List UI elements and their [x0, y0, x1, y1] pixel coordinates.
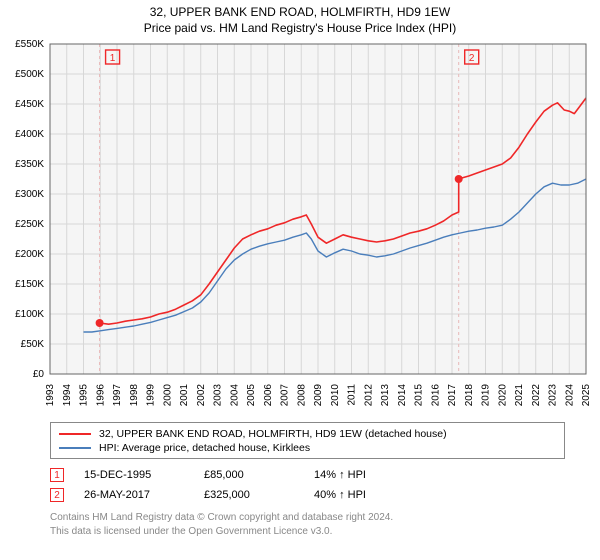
svg-text:2013: 2013 — [380, 384, 391, 407]
svg-text:2005: 2005 — [246, 384, 257, 407]
sale-marker-icon: 2 — [50, 488, 64, 502]
legend: 32, UPPER BANK END ROAD, HOLMFIRTH, HD9 … — [50, 422, 565, 459]
svg-text:2015: 2015 — [414, 384, 425, 407]
svg-text:£0: £0 — [33, 369, 45, 380]
svg-text:2016: 2016 — [430, 384, 441, 407]
svg-text:2011: 2011 — [347, 384, 358, 406]
svg-text:£450K: £450K — [15, 99, 44, 110]
svg-text:1: 1 — [110, 53, 116, 64]
chart-title-line2: Price paid vs. HM Land Registry's House … — [0, 20, 600, 36]
legend-item: HPI: Average price, detached house, Kirk… — [59, 441, 556, 455]
svg-text:2: 2 — [469, 53, 475, 64]
svg-text:2021: 2021 — [514, 384, 525, 407]
svg-text:2007: 2007 — [280, 384, 291, 407]
svg-text:2006: 2006 — [263, 384, 274, 407]
svg-text:£300K: £300K — [15, 189, 44, 200]
svg-text:£200K: £200K — [15, 249, 44, 260]
svg-text:1996: 1996 — [95, 384, 106, 407]
svg-text:2024: 2024 — [564, 384, 575, 407]
sales-table: 1 15-DEC-1995 £85,000 14% ↑ HPI 2 26-MAY-2017… — [50, 465, 565, 505]
svg-text:2014: 2014 — [397, 384, 408, 407]
svg-text:2008: 2008 — [296, 384, 307, 407]
svg-text:2019: 2019 — [481, 384, 492, 407]
svg-text:£250K: £250K — [15, 219, 44, 230]
sale-price: £85,000 — [204, 469, 294, 481]
svg-text:2010: 2010 — [330, 384, 341, 407]
svg-text:2020: 2020 — [497, 384, 508, 407]
svg-text:1993: 1993 — [45, 384, 56, 407]
svg-text:2002: 2002 — [196, 384, 207, 407]
svg-text:1997: 1997 — [112, 384, 123, 407]
footer-line2: This data is licensed under the Open Gov… — [50, 525, 565, 539]
chart-plot: £0 £50K £100K £150K £200K £250K £300K £350K £400… — [0, 38, 600, 416]
svg-text:2001: 2001 — [179, 384, 190, 407]
sale-date: 26-MAY-2017 — [84, 489, 184, 501]
svg-text:1999: 1999 — [146, 384, 157, 407]
svg-text:2023: 2023 — [548, 384, 559, 407]
sale-row: 1 15-DEC-1995 £85,000 14% ↑ HPI — [50, 465, 565, 485]
sale-marker-icon: 1 — [50, 468, 64, 482]
legend-swatch — [59, 447, 91, 449]
sale-date: 15-DEC-1995 — [84, 469, 184, 481]
svg-text:£100K: £100K — [15, 309, 44, 320]
legend-label: 32, UPPER BANK END ROAD, HOLMFIRTH, HD9 … — [99, 428, 447, 440]
svg-text:2000: 2000 — [162, 384, 173, 407]
svg-text:1995: 1995 — [79, 384, 90, 407]
svg-text:1998: 1998 — [129, 384, 140, 407]
svg-text:£400K: £400K — [15, 129, 44, 140]
legend-label: HPI: Average price, detached house, Kirk… — [99, 442, 310, 454]
sale-row: 2 26-MAY-2017 £325,000 40% ↑ HPI — [50, 485, 565, 505]
chart-title-line1: 32, UPPER BANK END ROAD, HOLMFIRTH, HD9 … — [0, 4, 600, 20]
svg-text:2012: 2012 — [363, 384, 374, 407]
svg-text:2025: 2025 — [581, 384, 592, 407]
svg-text:1994: 1994 — [62, 384, 73, 407]
legend-item: 32, UPPER BANK END ROAD, HOLMFIRTH, HD9 … — [59, 427, 556, 441]
svg-text:£50K: £50K — [21, 339, 45, 350]
footer-attribution: Contains HM Land Registry data © Crown c… — [50, 511, 565, 538]
svg-text:£550K: £550K — [15, 39, 44, 50]
sale-price: £325,000 — [204, 489, 294, 501]
svg-text:2018: 2018 — [464, 384, 475, 407]
legend-swatch — [59, 433, 91, 435]
sale-hpi-delta: 14% ↑ HPI — [314, 469, 424, 481]
sale-hpi-delta: 40% ↑ HPI — [314, 489, 424, 501]
svg-text:£350K: £350K — [15, 159, 44, 170]
svg-text:£150K: £150K — [15, 279, 44, 290]
svg-text:2009: 2009 — [313, 384, 324, 407]
svg-text:2003: 2003 — [213, 384, 224, 407]
footer-line1: Contains HM Land Registry data © Crown c… — [50, 511, 565, 525]
svg-text:£500K: £500K — [15, 69, 44, 80]
svg-text:2004: 2004 — [229, 384, 240, 407]
chart-title: 32, UPPER BANK END ROAD, HOLMFIRTH, HD9 … — [0, 0, 600, 38]
svg-text:2017: 2017 — [447, 384, 458, 407]
svg-text:2022: 2022 — [531, 384, 542, 407]
